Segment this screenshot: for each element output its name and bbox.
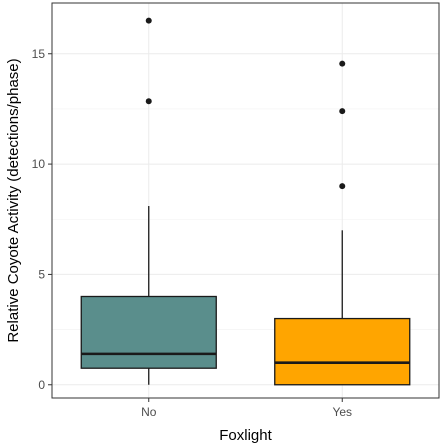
box-yes bbox=[274, 60, 411, 386]
iqr-box bbox=[274, 317, 411, 386]
plot-panel-border bbox=[51, 2, 440, 399]
y-tick-label: 0 bbox=[38, 378, 45, 392]
x-tick-label: Yes bbox=[332, 405, 352, 419]
x-axis-title: Foxlight bbox=[219, 427, 272, 444]
outlier-point bbox=[339, 108, 346, 115]
outlier-point bbox=[145, 98, 152, 105]
box-no bbox=[80, 17, 217, 385]
y-tick-label: 10 bbox=[32, 157, 46, 171]
y-tick-label: 15 bbox=[32, 47, 46, 61]
y-axis-ticks: 0 5 10 15 bbox=[32, 47, 52, 392]
x-axis-ticks: No Yes bbox=[141, 398, 352, 419]
y-tick-label: 5 bbox=[38, 267, 45, 281]
box-series bbox=[80, 17, 411, 386]
outlier-point bbox=[145, 17, 152, 24]
outlier-point bbox=[339, 183, 346, 190]
outlier-point bbox=[339, 60, 346, 67]
iqr-box bbox=[80, 295, 217, 369]
y-axis-title: Relative Coyote Activity (detections/pha… bbox=[5, 58, 22, 342]
x-tick-label: No bbox=[141, 405, 157, 419]
